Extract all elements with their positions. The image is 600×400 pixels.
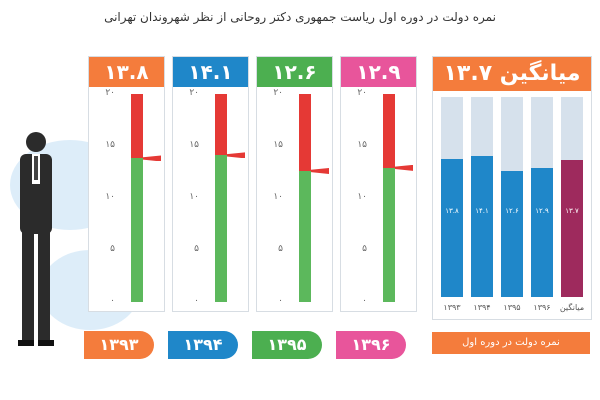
avg-x-label: ۱۳۹۴ xyxy=(473,303,491,312)
average-title: میانگین ۱۳.۷ xyxy=(433,57,591,91)
gauge-card-0: ۱۳.۸ ۲۰ ۱۵ ۱۰ ۵ ۰ xyxy=(88,56,165,312)
avg-bar-3 xyxy=(531,168,553,297)
gauge-remaining-fill xyxy=(299,94,311,171)
businessman-figure xyxy=(18,132,54,346)
avg-bar-value-label: ۱۲.۹ xyxy=(535,207,549,215)
gauge-score-label: ۱۴.۱ xyxy=(173,57,248,87)
scale-tick-label: ۲۰ xyxy=(105,88,115,98)
gauge-remaining-fill xyxy=(215,94,227,156)
gauge-scale: ۲۰ ۱۵ ۱۰ ۵ ۰ xyxy=(347,87,367,307)
average-footer: نمره دولت در دوره اول xyxy=(432,332,590,354)
scale-tick-label: ۱۰ xyxy=(189,192,199,202)
gauge-score-fill xyxy=(383,167,395,302)
scale-tick-label: ۱۰ xyxy=(357,192,367,202)
gauge-bar xyxy=(215,94,227,302)
scale-tick-label: ۰ xyxy=(110,296,115,306)
gauge-bar xyxy=(383,94,395,302)
gauge-score-label: ۱۲.۶ xyxy=(257,57,332,87)
gauge-card-3: ۱۲.۹ ۲۰ ۱۵ ۱۰ ۵ ۰ xyxy=(340,56,417,312)
scale-tick-label: ۱۵ xyxy=(105,140,115,150)
gauge-score-label: ۱۲.۹ xyxy=(341,57,416,87)
scale-tick-label: ۲۰ xyxy=(189,88,199,98)
page-title: نمره دولت در دوره اول ریاست جمهوری دکتر … xyxy=(104,10,496,24)
scale-tick-label: ۱۵ xyxy=(189,140,199,150)
gauge-pointer xyxy=(143,155,161,162)
year-tag: ۱۳۹۴ xyxy=(168,331,238,359)
scale-tick-label: ۱۵ xyxy=(357,140,367,150)
avg-bar-value-label: ۱۳.۸ xyxy=(445,207,459,215)
avg-bar-track: ۱۲.۶ xyxy=(501,97,523,297)
avg-x-label: ۱۳۹۵ xyxy=(503,303,521,312)
avg-x-label: میانگین xyxy=(559,303,585,312)
gauge-bar xyxy=(299,94,311,302)
scale-tick-label: ۱۰ xyxy=(105,192,115,202)
gauge-scale: ۲۰ ۱۵ ۱۰ ۵ ۰ xyxy=(263,87,283,307)
avg-bar-1 xyxy=(471,156,493,297)
gauge-card-2: ۱۲.۶ ۲۰ ۱۵ ۱۰ ۵ ۰ xyxy=(256,56,333,312)
avg-bar-track: ۱۳.۷ xyxy=(561,97,583,297)
avg-bar-value-label: ۱۴.۱ xyxy=(475,207,489,215)
avg-bar-track: ۱۲.۹ xyxy=(531,97,553,297)
gauge-remaining-fill xyxy=(383,94,395,168)
year-tag: ۱۳۹۳ xyxy=(84,331,154,359)
year-tag: ۱۳۹۶ xyxy=(336,331,406,359)
gauge-pointer xyxy=(311,167,329,174)
scale-tick-label: ۰ xyxy=(362,296,367,306)
gauge-score-fill xyxy=(215,155,227,302)
gauge-card-1: ۱۴.۱ ۲۰ ۱۵ ۱۰ ۵ ۰ xyxy=(172,56,249,312)
gauge-score-label: ۱۳.۸ xyxy=(89,57,164,87)
scale-tick-label: ۵ xyxy=(278,244,283,254)
avg-bar-value-label: ۱۳.۷ xyxy=(565,207,579,215)
scale-tick-label: ۱۰ xyxy=(273,192,283,202)
scale-tick-label: ۰ xyxy=(194,296,199,306)
scale-tick-label: ۰ xyxy=(278,296,283,306)
scale-tick-label: ۵ xyxy=(194,244,199,254)
avg-x-label: ۱۳۹۶ xyxy=(533,303,551,312)
gauge-scale: ۲۰ ۱۵ ۱۰ ۵ ۰ xyxy=(95,87,115,307)
avg-bar-0 xyxy=(441,159,463,297)
avg-bar-4 xyxy=(561,160,583,297)
scale-tick-label: ۵ xyxy=(362,244,367,254)
scale-tick-label: ۲۰ xyxy=(273,88,283,98)
avg-bar-track: ۱۳.۸ xyxy=(441,97,463,297)
gauge-remaining-fill xyxy=(131,94,143,159)
average-panel: میانگین ۱۳.۷ ۱۳.۸ ۱۳۹۳ ۱۴.۱ ۱۳۹۴ ۱۲.۶ ۱۳۹۵ ۱۲.… xyxy=(432,56,592,320)
gauge-score-fill xyxy=(131,158,143,302)
avg-bar-track: ۱۴.۱ xyxy=(471,97,493,297)
scale-tick-label: ۱۵ xyxy=(273,140,283,150)
gauge-bar xyxy=(131,94,143,302)
avg-bar-value-label: ۱۲.۶ xyxy=(505,207,519,215)
avg-bar-2 xyxy=(501,171,523,297)
year-tag: ۱۳۹۵ xyxy=(252,331,322,359)
gauge-pointer xyxy=(227,152,245,159)
gauge-scale: ۲۰ ۱۵ ۱۰ ۵ ۰ xyxy=(179,87,199,307)
avg-x-label: ۱۳۹۳ xyxy=(443,303,461,312)
scale-tick-label: ۵ xyxy=(110,244,115,254)
scale-tick-label: ۲۰ xyxy=(357,88,367,98)
gauge-pointer xyxy=(395,164,413,171)
gauge-score-fill xyxy=(299,170,311,302)
